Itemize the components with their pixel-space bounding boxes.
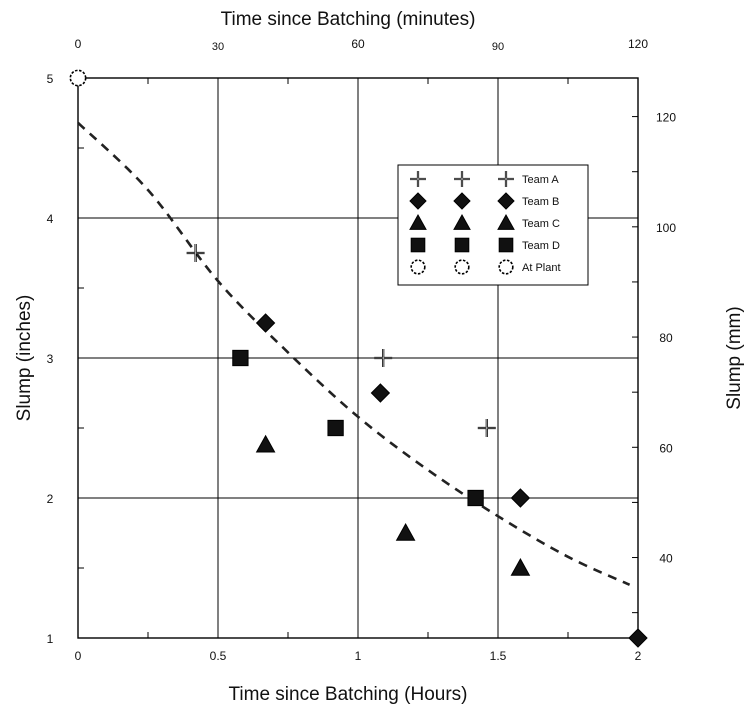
legend-marker-diamond [497,192,515,210]
legend-marker-square [454,237,470,253]
point-plus [477,419,496,437]
y2-tick-label: 100 [656,221,676,235]
y2-tick-label: 40 [659,552,673,566]
legend-entry: Team C [409,213,560,230]
legend-marker-diamond [453,192,471,210]
point-circle [69,69,87,87]
point-diamond [628,628,648,648]
y-tick-label: 3 [47,352,54,366]
x-tick-label: 1.5 [490,649,507,663]
point-diamond [370,383,391,403]
legend-label: Team D [522,240,560,252]
point-diamond [510,488,531,508]
legend-marker-square [410,237,426,253]
x2-tick-label: 30 [212,41,224,53]
legend: Team A Team B Team C Team D At Plant [397,164,589,286]
point-triangle [255,434,276,453]
legend-entry: Team B [409,192,559,210]
point-diamond [255,313,276,333]
legend-marker-triangle [409,213,427,230]
legend-marker-circle [454,259,470,275]
x2-tick-label: 60 [351,37,365,51]
y2-tick-label: 60 [659,441,673,455]
legend-label: Team B [522,196,559,208]
legend-label: Team C [522,218,560,230]
data-points [69,69,648,648]
grid [78,77,638,638]
axis-ticks: 0 0.5 1 1.5 2 1 2 3 4 5 0 30 60 90 120 40 60 80 100 120 [47,37,677,663]
point-square [327,419,344,437]
legend-marker-plus [454,171,470,187]
legend-entry: Team D [410,237,560,253]
legend-entry: Team A [410,171,559,187]
y-tick-label: 2 [47,492,54,506]
top-x-axis-title: Time since Batching (minutes) [221,9,476,30]
legend-marker-plus [410,171,426,187]
legend-marker-diamond [409,192,427,210]
y-tick-label: 4 [47,212,54,226]
legend-box [397,164,589,286]
trend-line [77,121,631,586]
legend-marker-circle [498,259,514,275]
legend-marker-triangle [497,213,515,230]
x-tick-label: 1 [355,649,362,663]
legend-label: At Plant [522,262,561,274]
trend-curve [77,121,631,586]
y-tick-label: 1 [47,632,54,646]
legend-marker-triangle [453,213,471,230]
point-square [232,349,249,367]
x-tick-label: 0.5 [210,649,227,663]
y2-tick-label: 80 [659,331,673,345]
legend-label: Team A [522,174,559,186]
x-tick-label: 0 [75,649,82,663]
legend-marker-circle [410,259,426,275]
point-triangle [395,522,416,541]
point-plus [186,244,205,262]
point-square [467,489,484,507]
x-axis-title: Time since Batching (Hours) [229,684,468,704]
right-y-axis-title: Slump (mm) [724,306,745,409]
y-axis-title: Slump (inches) [14,295,35,422]
legend-marker-square [498,237,514,253]
y2-tick-label: 120 [656,111,676,125]
x2-tick-label: 120 [628,37,648,51]
point-triangle [510,557,531,576]
x-tick-label: 2 [635,649,642,663]
legend-entry: At Plant [410,259,561,275]
x2-tick-label: 90 [492,41,504,53]
point-plus [374,349,393,367]
y-tick-label: 5 [47,72,54,86]
legend-marker-plus [498,171,514,187]
x2-tick-label: 0 [75,37,82,51]
